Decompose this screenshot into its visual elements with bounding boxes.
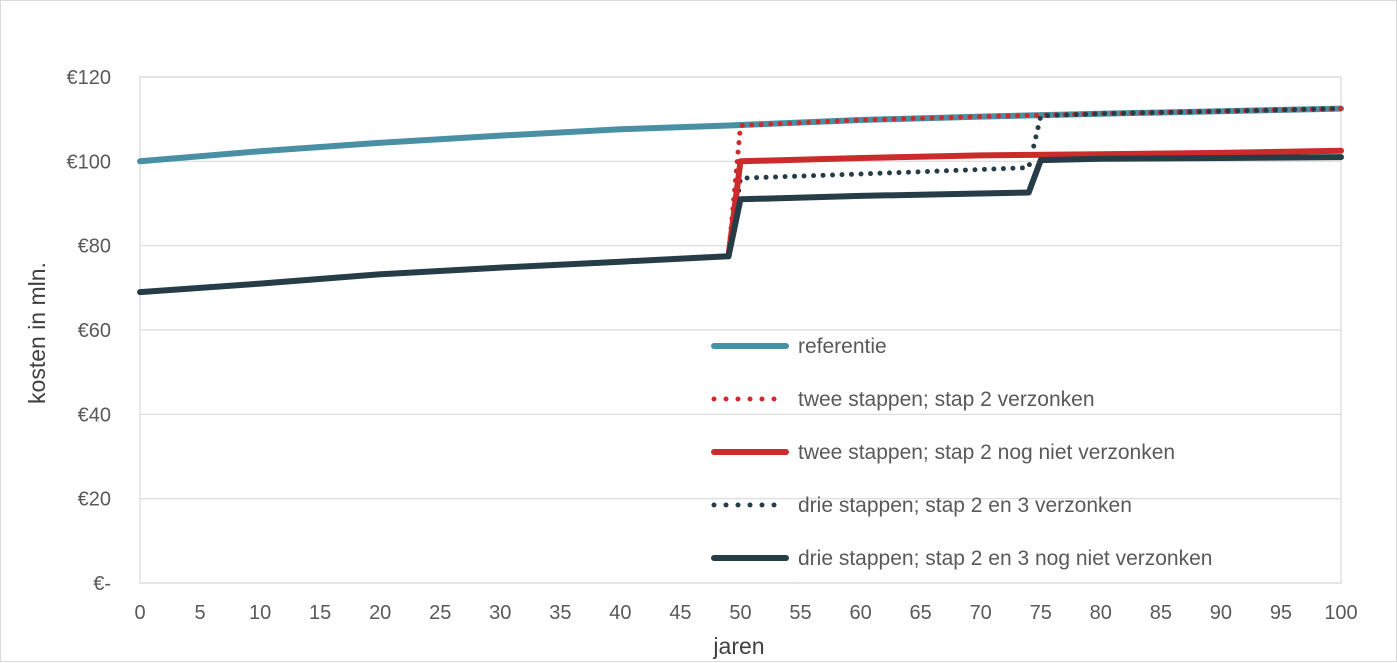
series-line-2: [726, 106, 1344, 259]
x-tick-label: 85: [1150, 602, 1172, 624]
legend-label-4: drie stappen; stap 2 en 3 verzonken: [798, 494, 1132, 517]
x-tick-label: 5: [194, 602, 205, 624]
x-tick-label: 65: [910, 602, 932, 624]
x-tick-label: 50: [729, 602, 751, 624]
x-tick-label: 40: [609, 602, 631, 624]
x-tick-label: 10: [249, 602, 271, 624]
x-tick-label: 90: [1210, 602, 1232, 624]
x-tick-label: 20: [369, 602, 391, 624]
x-tick-label: 45: [669, 602, 691, 624]
plot-border: [139, 76, 1342, 584]
series-line-3: [725, 147, 1344, 260]
x-tick-label: 95: [1270, 602, 1292, 624]
y-tick-label: €80: [78, 236, 111, 258]
x-tick-label: 35: [549, 602, 571, 624]
x-tick-label: 30: [489, 602, 511, 624]
legend-label-3: twee stappen; stap 2 nog niet verzonken: [798, 441, 1175, 464]
legend: referentie twee stappen; stap 2 verzonken…: [711, 335, 1212, 570]
x-tick-labels: 0 5 10 15 20 25 30 35 40 45 50 55 60 65 70 75 80 85 90 95 10…: [134, 602, 1357, 624]
x-tick-label: 60: [849, 602, 871, 624]
x-tick-label: 100: [1324, 602, 1357, 624]
y-tick-label: €120: [67, 67, 112, 89]
series-line-4: [726, 106, 1344, 259]
legend-label-5: drie stappen; stap 2 en 3 nog niet verzo…: [798, 547, 1212, 570]
x-tick-label: 15: [309, 602, 331, 624]
x-tick-label: 25: [429, 602, 451, 624]
x-tick-label: 75: [1030, 602, 1052, 624]
series-lines: [137, 105, 1344, 296]
y-tick-label: €40: [78, 404, 111, 426]
series-line-5: [137, 154, 1344, 296]
y-tick-label: €20: [78, 489, 111, 511]
y-tick-label: €60: [78, 320, 111, 342]
legend-label-2: twee stappen; stap 2 verzonken: [798, 388, 1095, 411]
x-tick-label: 0: [134, 602, 145, 624]
y-tick-label: €100: [67, 151, 112, 173]
x-tick-label: 70: [970, 602, 992, 624]
y-tick-label: €-: [93, 573, 111, 595]
x-tick-label: 55: [789, 602, 811, 624]
x-axis-title: jaren: [712, 633, 764, 659]
y-axis-title: kosten in mln.: [24, 262, 50, 404]
y-tick-labels: €- €20 €40 €60 €80 €100 €120: [67, 67, 112, 595]
legend-label-1: referentie: [798, 335, 887, 358]
x-tick-label: 80: [1090, 602, 1112, 624]
